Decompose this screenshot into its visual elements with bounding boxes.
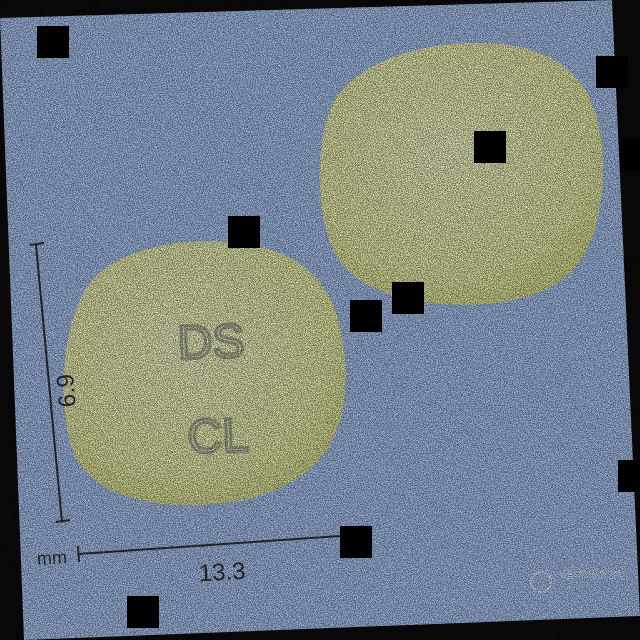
occluder-8 bbox=[618, 460, 640, 492]
occluder-9 bbox=[340, 526, 372, 558]
occluder-2 bbox=[596, 56, 628, 88]
occluder-5 bbox=[228, 216, 260, 248]
occluder-4 bbox=[620, 138, 640, 170]
occluder-10 bbox=[127, 596, 159, 628]
occluder-7 bbox=[350, 300, 382, 332]
occluder-1 bbox=[37, 26, 69, 58]
occluder-6 bbox=[392, 282, 424, 314]
occluder-3 bbox=[474, 131, 506, 163]
